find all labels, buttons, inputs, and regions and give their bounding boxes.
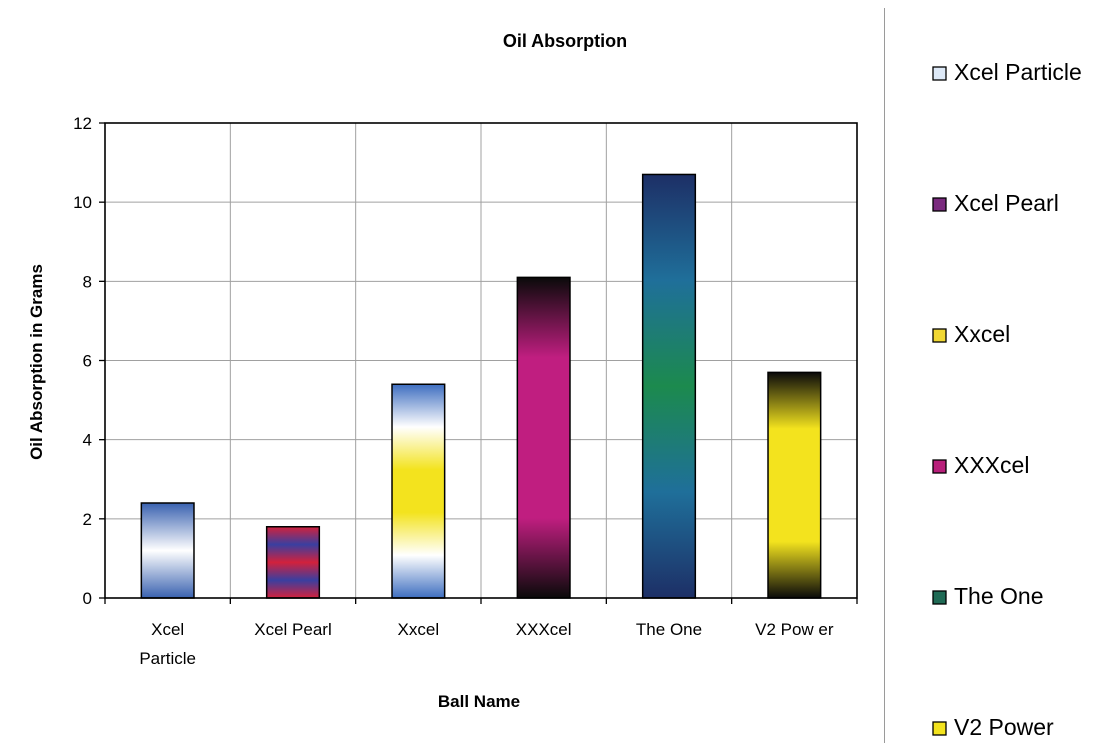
legend-label: V2 Power: [954, 714, 1054, 740]
gridlines: [105, 122, 857, 599]
x-tick-label: Xxcel: [398, 620, 440, 639]
tick-labels: 0 2 4 6 8 10 12 Xcel Particle Xcel Pearl Xxcel XXXc…: [73, 114, 834, 668]
legend-label: Xcel Particle: [954, 59, 1082, 85]
bar-the-one: [641, 173, 697, 599]
y-axis-label: Oil Absorption in Grams: [27, 264, 46, 460]
legend-swatch: [932, 197, 947, 212]
legend-label: XXXcel: [954, 452, 1029, 478]
x-axis-label: Ball Name: [438, 692, 520, 711]
bar-xcel-particle: [140, 502, 195, 599]
legend-swatch: [932, 459, 947, 474]
bar-xxxcel: [516, 276, 571, 599]
x-tick-label: Xcel Particle: [139, 620, 196, 668]
legend-label: The One: [954, 583, 1044, 609]
y-tick-label: 2: [83, 510, 92, 529]
bars: [140, 173, 822, 599]
legend-swatch: [932, 66, 947, 81]
bar-xcel-pearl: [265, 526, 321, 599]
legend-swatch: [932, 590, 947, 605]
legend-label: Xxcel: [954, 321, 1010, 347]
x-tick-label: V2 Pow er: [755, 620, 834, 639]
y-tick-label: 0: [83, 589, 92, 608]
y-tick-label: 6: [83, 352, 92, 371]
y-tick-label: 12: [73, 114, 92, 133]
legend-swatch: [932, 721, 947, 736]
x-tick-label: XXXcel: [516, 620, 572, 639]
y-tick-label: 10: [73, 193, 92, 212]
x-tick-label: The One: [636, 620, 702, 639]
y-tick-label: 8: [83, 272, 92, 291]
legend-label: Xcel Pearl: [954, 190, 1059, 216]
bar-v2-power: [767, 371, 822, 599]
y-tick-label: 4: [83, 431, 92, 450]
bar-xxcel: [391, 383, 446, 599]
x-tick-label: Xcel Pearl: [254, 620, 331, 639]
legend: Xcel Particle Xcel Pearl Xxcel XXXcel The On…: [932, 59, 1082, 740]
plot-frame: [104, 122, 858, 599]
legend-swatch: [932, 328, 947, 343]
legend-divider: [884, 8, 885, 743]
chart-title: Oil Absorption: [503, 31, 627, 51]
axes: [99, 122, 858, 604]
